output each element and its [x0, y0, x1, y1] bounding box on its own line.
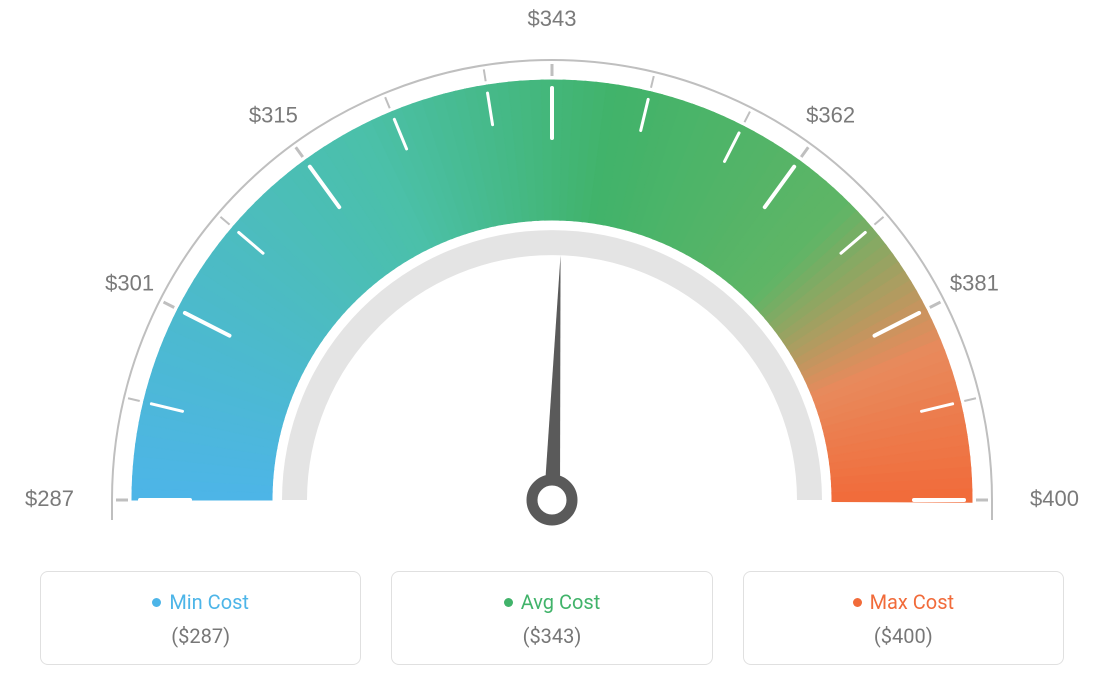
max-cost-label-text: Max Cost — [870, 590, 955, 614]
svg-text:$301: $301 — [105, 271, 154, 296]
max-cost-value: ($400) — [754, 624, 1053, 648]
svg-text:$381: $381 — [950, 271, 999, 296]
max-dot-icon — [853, 598, 862, 607]
summary-cards: Min Cost ($287) Avg Cost ($343) Max Cost… — [40, 571, 1064, 665]
gauge-chart: $287 $301 $315 $343 $362 $381 $400 — [0, 0, 1104, 560]
min-cost-label-text: Min Cost — [169, 590, 249, 614]
min-cost-card: Min Cost ($287) — [40, 571, 361, 665]
avg-cost-label-text: Avg Cost — [521, 590, 601, 614]
svg-text:$400: $400 — [1030, 486, 1079, 511]
avg-dot-icon — [504, 598, 513, 607]
min-cost-value: ($287) — [51, 624, 350, 648]
min-cost-label: Min Cost — [152, 590, 249, 614]
avg-cost-card: Avg Cost ($343) — [391, 571, 712, 665]
avg-cost-value: ($343) — [402, 624, 701, 648]
svg-text:$287: $287 — [25, 486, 74, 511]
max-cost-card: Max Cost ($400) — [743, 571, 1064, 665]
svg-text:$315: $315 — [249, 102, 298, 127]
max-cost-label: Max Cost — [853, 590, 955, 614]
avg-cost-label: Avg Cost — [504, 590, 601, 614]
svg-text:$343: $343 — [528, 6, 577, 31]
svg-text:$362: $362 — [806, 102, 855, 127]
min-dot-icon — [152, 598, 161, 607]
